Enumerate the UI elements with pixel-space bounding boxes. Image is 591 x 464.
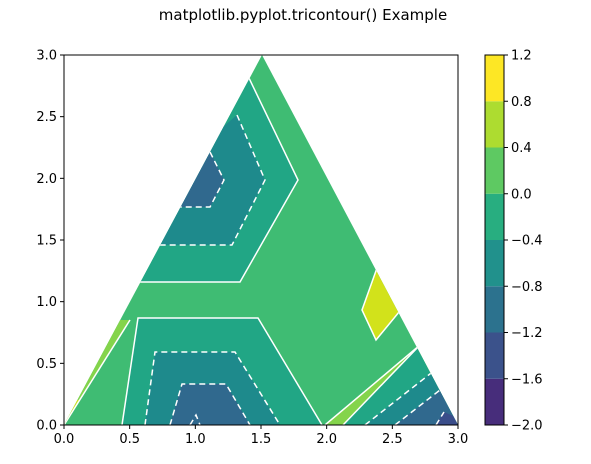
contour-line-neg0.8 xyxy=(169,383,251,425)
colorbar-swatch xyxy=(485,240,504,287)
x-tick-label: 2.0 xyxy=(316,432,337,447)
fill-level-neg1.2-neg0.8 xyxy=(170,384,250,425)
colorbar-tick-label: −2.0 xyxy=(511,419,543,434)
x-axis: 0.0 0.5 1.0 1.5 2.0 2.5 3.0 xyxy=(54,425,469,447)
x-tick-label: 0.5 xyxy=(119,432,140,447)
contour-line-neg0.4 xyxy=(144,351,281,425)
x-tick-label: 0.0 xyxy=(54,432,75,447)
contour-line-0.0 xyxy=(121,317,323,425)
y-tick-label: 1.5 xyxy=(36,234,57,249)
fill-level-neg1.6-neg1.2 xyxy=(436,412,458,425)
colorbar-tick-label: 0.4 xyxy=(511,141,532,156)
y-tick-label: 3.0 xyxy=(36,49,57,64)
contour-line-neg1.2 xyxy=(435,411,445,425)
colorbar-swatch xyxy=(485,101,504,148)
colorbar-tick-label: 0.0 xyxy=(511,187,532,202)
contour-line-neg0.4 xyxy=(160,114,266,246)
contour-line-0.0 xyxy=(342,344,421,425)
colorbar-swatch xyxy=(485,332,504,379)
x-tick-label: 3.0 xyxy=(448,432,469,447)
x-tick-label: 1.0 xyxy=(185,432,206,447)
contour-line-neg0.8 xyxy=(178,151,225,208)
y-tick-label: 0.5 xyxy=(36,357,57,372)
colorbar-tick-label: −1.2 xyxy=(511,326,543,341)
colorbar-swatch xyxy=(485,286,504,333)
chart-title: matplotlib.pyplot.tricontour() Example xyxy=(159,6,447,24)
y-axis: 0.0 0.5 1.0 1.5 2.0 2.5 3.0 xyxy=(36,49,64,434)
colorbar-tick-label: −0.4 xyxy=(511,234,543,249)
contour-line-neg0.4 xyxy=(364,369,436,425)
y-tick-label: 1.0 xyxy=(36,295,57,310)
colorbar-swatches xyxy=(485,55,504,425)
colorbar-tick-label: −0.8 xyxy=(511,280,543,295)
y-tick-label: 2.0 xyxy=(36,172,57,187)
plot-area: 0.0 0.5 1.0 1.5 2.0 2.5 3.0 0.0 0.5 1.0 1.5 2.0 2.5… xyxy=(36,49,468,448)
contour-line-neg1.2 xyxy=(189,413,201,425)
colorbar-swatch xyxy=(485,55,504,102)
colorbar-swatch xyxy=(485,193,504,240)
colorbar: −2.0 −1.6 −1.2 −0.8 −0.4 0.0 0.4 0.8 1.2 xyxy=(484,49,543,434)
fill-level-neg1.2-neg0.8 xyxy=(178,152,224,207)
y-tick-label: 0.0 xyxy=(36,419,57,434)
colorbar-tick-label: 0.8 xyxy=(511,95,532,110)
x-tick-label: 2.5 xyxy=(382,432,403,447)
contour-line-0.4 xyxy=(64,319,131,425)
colorbar-swatch xyxy=(485,147,504,194)
y-tick-label: 2.5 xyxy=(36,110,57,125)
fill-level-0.8-1.2 xyxy=(362,268,404,340)
colorbar-tick-label: 1.2 xyxy=(511,49,532,64)
colorbar-axis: −2.0 −1.6 −1.2 −0.8 −0.4 0.0 0.4 0.8 1.2 xyxy=(504,49,543,434)
contour-line-0.0 xyxy=(137,75,299,283)
colorbar-swatch xyxy=(485,378,504,425)
x-tick-label: 1.5 xyxy=(251,432,272,447)
colorbar-tick-label: −1.6 xyxy=(511,372,543,387)
